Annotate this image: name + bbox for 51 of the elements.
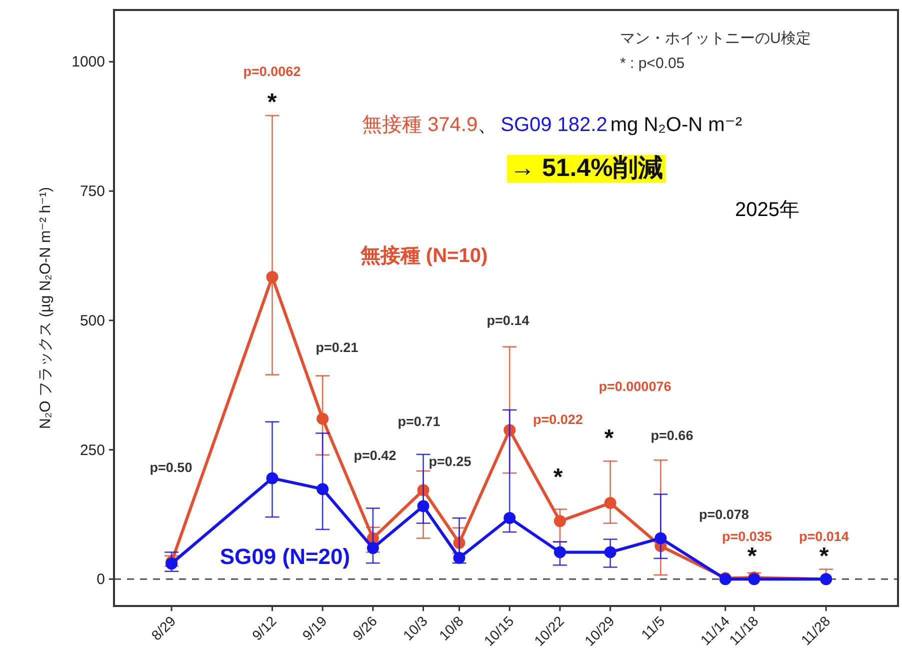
annotation: * — [819, 543, 830, 570]
annotation: → 51.4%削減 — [510, 154, 663, 182]
annotation: * — [553, 464, 564, 491]
point — [504, 512, 516, 524]
annotation: p=0.25 — [428, 454, 472, 469]
annotation: p=0.078 — [699, 507, 750, 522]
point — [554, 546, 566, 558]
point — [604, 497, 616, 510]
y-tick-label: 0 — [96, 571, 105, 588]
annotation: 無接種 374.9 — [362, 114, 478, 136]
annotation: * : p<0.05 — [620, 55, 685, 72]
y-tick-label: 750 — [80, 183, 105, 200]
annotation: p=0.022 — [533, 412, 583, 427]
annotation: p=0.014 — [799, 529, 850, 544]
annotation: マン・ホイットニーのU検定 — [620, 30, 811, 47]
annotation: 2025年 — [735, 199, 800, 221]
x-tick-label: 9/19 — [299, 612, 330, 644]
point — [417, 500, 430, 512]
x-tick-label: 8/29 — [148, 612, 179, 644]
annotation: p=0.000076 — [598, 379, 672, 394]
point — [266, 472, 278, 484]
y-tick-label: 500 — [80, 312, 105, 330]
annotation: p=0.14 — [486, 313, 530, 328]
annotation: * — [604, 425, 614, 452]
point — [604, 546, 616, 558]
x-tick-label: 9/26 — [349, 612, 380, 644]
point — [453, 552, 466, 564]
point — [316, 483, 329, 496]
y-tick-label: 1000 — [72, 54, 105, 71]
annotation: mg N₂O-N m⁻² — [610, 114, 742, 136]
annotation: p=0.42 — [354, 448, 396, 463]
point — [316, 412, 329, 425]
annotation: p=0.0062 — [243, 64, 301, 79]
point — [266, 270, 278, 283]
point — [366, 542, 379, 554]
series-label: SG09 (N=20) — [220, 544, 350, 569]
annotation: p=0.035 — [722, 529, 772, 544]
annotation: * — [267, 89, 278, 116]
y-tick-label: 250 — [80, 442, 105, 459]
annotation: 、 — [478, 114, 498, 136]
annotation: * — [747, 543, 758, 570]
text: 無接種 (N=10) — [359, 244, 488, 267]
annotation: p=0.21 — [316, 340, 359, 355]
y-axis-title: N₂O フラックス (µg N₂O-N m⁻² h⁻¹) — [37, 187, 54, 429]
annotation: SG09 182.2 — [500, 114, 608, 136]
x-tick-label: 9/12 — [248, 612, 280, 644]
point — [654, 532, 667, 544]
annotation: p=0.50 — [150, 460, 192, 475]
annotation: p=0.71 — [398, 414, 441, 429]
annotation: p=0.66 — [650, 428, 694, 443]
point — [554, 515, 566, 528]
